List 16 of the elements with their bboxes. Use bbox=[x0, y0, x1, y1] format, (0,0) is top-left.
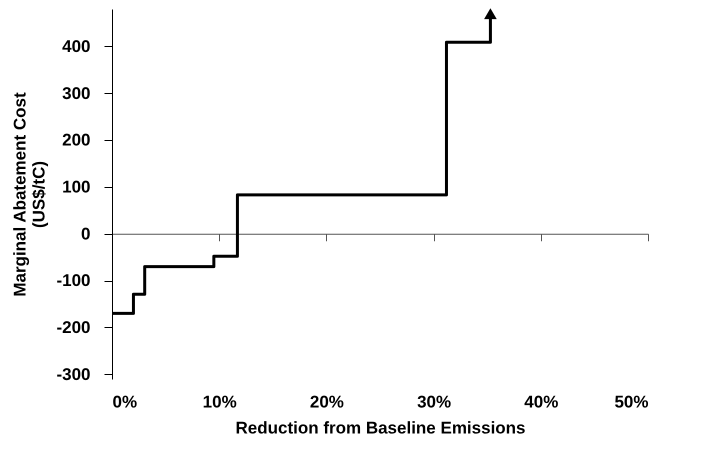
y-tick-label: -200 bbox=[56, 318, 90, 337]
y-tick-label: 400 bbox=[62, 36, 90, 56]
x-axis-title: Reduction from Baseline Emissions bbox=[235, 418, 526, 438]
x-tick-label: 0% bbox=[112, 392, 138, 412]
y-tick-label: 0 bbox=[81, 224, 90, 244]
y-tick-label: -300 bbox=[56, 364, 90, 384]
x-tick-label: 10% bbox=[202, 392, 237, 412]
x-tick-label: 20% bbox=[310, 392, 344, 412]
y-tick-label: 300 bbox=[62, 84, 90, 103]
y-tick-label: -100 bbox=[56, 271, 90, 290]
x-tick-label: 40% bbox=[524, 392, 558, 412]
y-tick-label: 100 bbox=[62, 177, 90, 196]
x-tick-label: 30% bbox=[417, 392, 452, 412]
x-tick-label: 50% bbox=[614, 392, 648, 412]
y-axis-title: Marginal Abatement Cost (US$/tC) bbox=[10, 92, 48, 297]
y-tick-label: 200 bbox=[62, 130, 90, 150]
